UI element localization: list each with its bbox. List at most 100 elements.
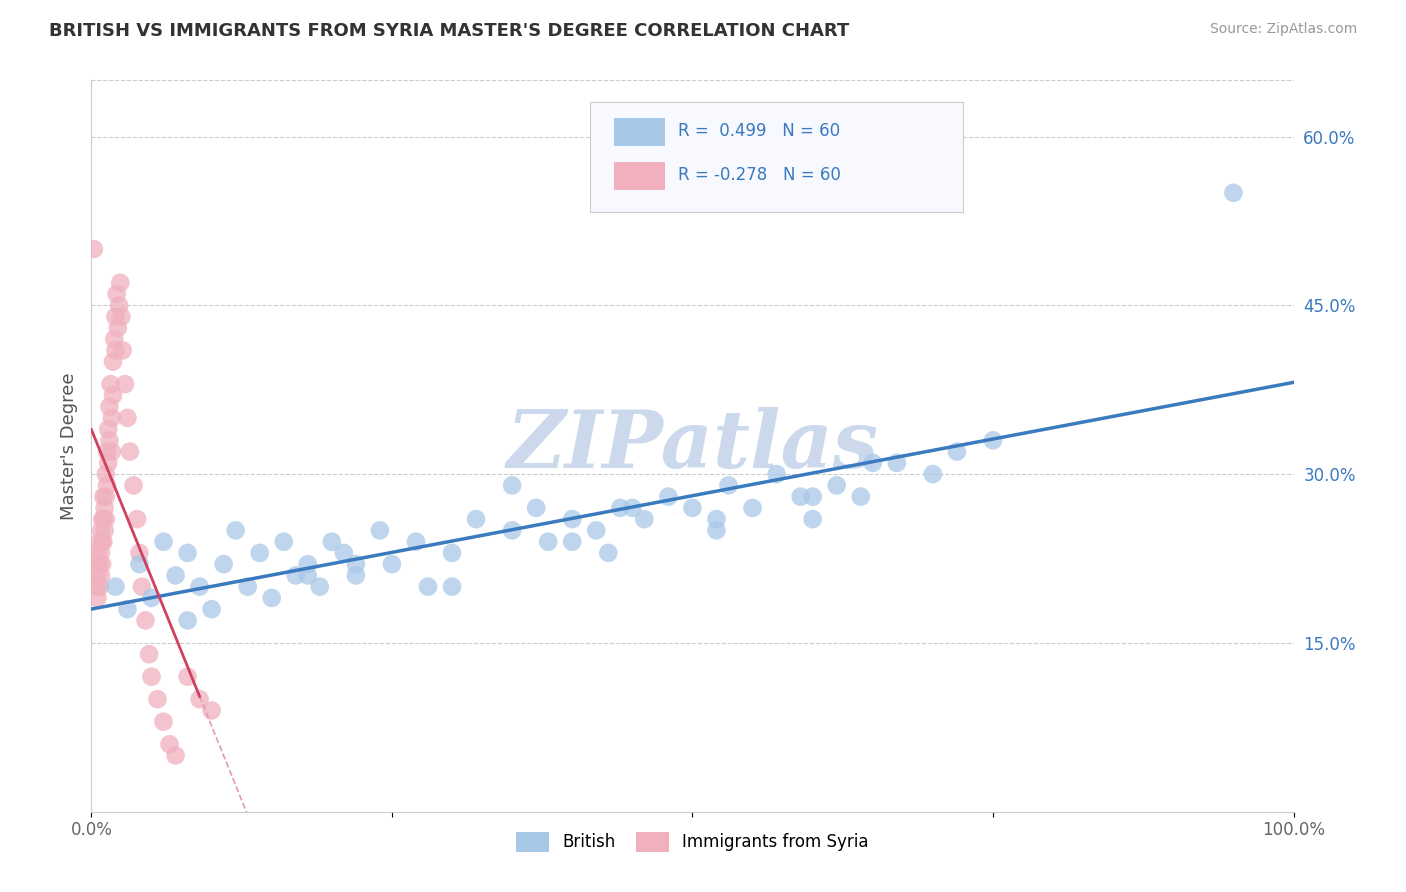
Point xyxy=(681,500,703,515)
Point xyxy=(416,580,439,594)
Point xyxy=(165,748,187,763)
Point xyxy=(105,287,128,301)
Point xyxy=(86,546,108,560)
Text: Source: ZipAtlas.com: Source: ZipAtlas.com xyxy=(1209,22,1357,37)
Point xyxy=(93,524,115,538)
Point xyxy=(101,410,124,425)
Point xyxy=(152,534,174,549)
Point xyxy=(381,557,404,571)
Text: R =  0.499   N = 60: R = 0.499 N = 60 xyxy=(678,121,841,140)
Point xyxy=(93,512,115,526)
Point xyxy=(89,580,111,594)
Point xyxy=(94,490,117,504)
Point xyxy=(93,490,115,504)
Point xyxy=(249,546,271,560)
Point xyxy=(609,500,631,515)
Point xyxy=(90,524,112,538)
Point xyxy=(465,512,488,526)
Bar xyxy=(614,119,665,146)
Point xyxy=(104,343,127,358)
Point xyxy=(94,467,117,482)
Point xyxy=(107,321,129,335)
Point xyxy=(368,524,391,538)
Point xyxy=(585,524,607,538)
Point xyxy=(176,670,198,684)
Text: ZIPatlas: ZIPatlas xyxy=(506,408,879,484)
Point xyxy=(706,524,728,538)
Point xyxy=(100,377,122,392)
Point xyxy=(101,388,124,402)
Point xyxy=(141,670,163,684)
Point xyxy=(284,568,307,582)
Point xyxy=(765,467,787,482)
Point xyxy=(90,546,112,560)
Point xyxy=(101,444,124,458)
Point xyxy=(825,478,848,492)
Point xyxy=(561,512,583,526)
Point xyxy=(125,512,148,526)
Point xyxy=(141,591,163,605)
Point xyxy=(165,568,187,582)
Point xyxy=(621,500,644,515)
Point xyxy=(111,343,134,358)
Point xyxy=(97,422,120,436)
Bar xyxy=(614,162,665,190)
Point xyxy=(138,647,160,661)
Point xyxy=(946,444,969,458)
Point xyxy=(225,524,247,538)
Point xyxy=(93,534,115,549)
Point xyxy=(128,546,150,560)
Point xyxy=(93,500,115,515)
Point xyxy=(101,354,124,368)
Point xyxy=(633,512,655,526)
Point xyxy=(344,557,367,571)
Point xyxy=(86,557,108,571)
Point xyxy=(201,703,224,717)
Point xyxy=(524,500,547,515)
Point xyxy=(501,478,523,492)
Point xyxy=(97,456,120,470)
Point xyxy=(886,456,908,470)
Point xyxy=(188,580,211,594)
Point xyxy=(1222,186,1244,200)
Point xyxy=(108,298,131,312)
Point xyxy=(981,434,1004,448)
Point xyxy=(598,546,620,560)
Point xyxy=(96,478,118,492)
Point xyxy=(86,580,108,594)
Point xyxy=(91,512,114,526)
Point xyxy=(405,534,427,549)
Point xyxy=(104,310,127,324)
Point xyxy=(308,580,330,594)
Point xyxy=(273,534,295,549)
Point xyxy=(333,546,356,560)
Point xyxy=(91,534,114,549)
Point xyxy=(801,512,824,526)
Point xyxy=(176,614,198,628)
Point xyxy=(104,580,127,594)
Point xyxy=(110,276,132,290)
Point xyxy=(114,377,136,392)
Point xyxy=(96,444,118,458)
Point xyxy=(89,534,111,549)
Point xyxy=(297,557,319,571)
Point xyxy=(201,602,224,616)
Point xyxy=(849,490,872,504)
Point xyxy=(134,614,156,628)
Point xyxy=(561,534,583,549)
Point xyxy=(128,557,150,571)
Point xyxy=(122,478,145,492)
Point xyxy=(236,580,259,594)
Point xyxy=(344,568,367,582)
Legend: British, Immigrants from Syria: British, Immigrants from Syria xyxy=(509,826,876,858)
Point xyxy=(118,444,141,458)
Point xyxy=(501,524,523,538)
Point xyxy=(297,568,319,582)
Point xyxy=(260,591,283,605)
Point xyxy=(110,310,132,324)
Text: R = -0.278   N = 60: R = -0.278 N = 60 xyxy=(678,166,841,184)
Point xyxy=(321,534,343,549)
Point xyxy=(131,580,153,594)
Point xyxy=(98,400,121,414)
Point xyxy=(117,602,139,616)
